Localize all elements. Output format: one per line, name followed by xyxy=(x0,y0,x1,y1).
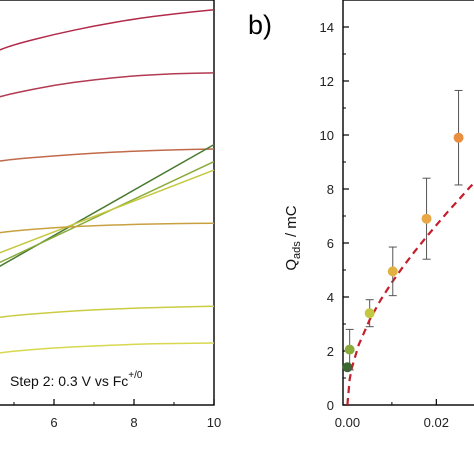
panel-b-y-axis-title: Qads / mC xyxy=(283,205,303,270)
panel-a-x-tick-label-6: 6 xyxy=(50,415,57,430)
panel-b-data-point-4 xyxy=(387,266,398,277)
panel-b-data-point-2 xyxy=(344,344,355,355)
panel-a-plot-frame xyxy=(0,0,215,406)
panel-b-label: b) xyxy=(248,10,272,40)
panel-b-x-tick-label-0: 0.00 xyxy=(335,415,360,430)
panel-a-series-line-8 xyxy=(0,305,215,319)
panel-b: b) Qads / mC 0 2 4 6 8 10 12 14 0.00 0.02 xyxy=(248,0,474,430)
panel-a-series-line-9 xyxy=(0,342,215,354)
panel-b-x-ticks: 0.00 0.02 xyxy=(335,399,449,430)
panel-a: 6 8 10 Step 2: 0.3 V vs Fc+/0 xyxy=(0,0,221,430)
panel-b-x-tick-label-1: 0.02 xyxy=(424,415,449,430)
panel-b-y-tick-label-10: 10 xyxy=(320,128,334,143)
panel-b-data-point-6 xyxy=(453,132,464,143)
panel-a-x-tick-label-10: 10 xyxy=(207,415,221,430)
panel-b-y-ticks: 0 2 4 6 8 10 12 14 xyxy=(320,20,349,413)
panel-b-y-tick-label-0: 0 xyxy=(327,398,334,413)
panel-a-annotation: Step 2: 0.3 V vs Fc+/0 xyxy=(10,370,143,389)
panel-a-series-line-3 xyxy=(0,148,215,162)
panel-a-series-line-6 xyxy=(0,169,215,254)
panel-a-x-ticks: 6 8 10 xyxy=(13,399,221,430)
panel-a-series-line-4 xyxy=(0,143,215,268)
panel-b-y-tick-label-8: 8 xyxy=(327,182,334,197)
panel-b-plot-frame xyxy=(342,0,474,406)
panel-b-data-point-5 xyxy=(421,213,432,224)
panel-b-data-point-1 xyxy=(342,362,353,373)
panel-b-fit-curve xyxy=(346,181,474,406)
panel-b-y-tick-label-4: 4 xyxy=(327,290,334,305)
panel-a-series-line-2 xyxy=(0,72,215,98)
panel-a-series-line-1 xyxy=(0,8,215,51)
panel-b-y-tick-label-2: 2 xyxy=(327,344,334,359)
panel-a-series-line-5 xyxy=(0,160,215,264)
panel-b-y-tick-label-6: 6 xyxy=(327,236,334,251)
panel-a-series-line-7 xyxy=(0,222,215,234)
panel-b-y-tick-label-12: 12 xyxy=(320,74,334,89)
panel-a-series-group xyxy=(0,8,215,354)
panel-b-points-group xyxy=(342,89,464,373)
panel-b-data-point-3 xyxy=(364,308,375,319)
panel-a-x-tick-label-8: 8 xyxy=(130,415,137,430)
panel-b-y-tick-label-14: 14 xyxy=(320,20,334,35)
panel-b-fit-group xyxy=(346,181,474,406)
